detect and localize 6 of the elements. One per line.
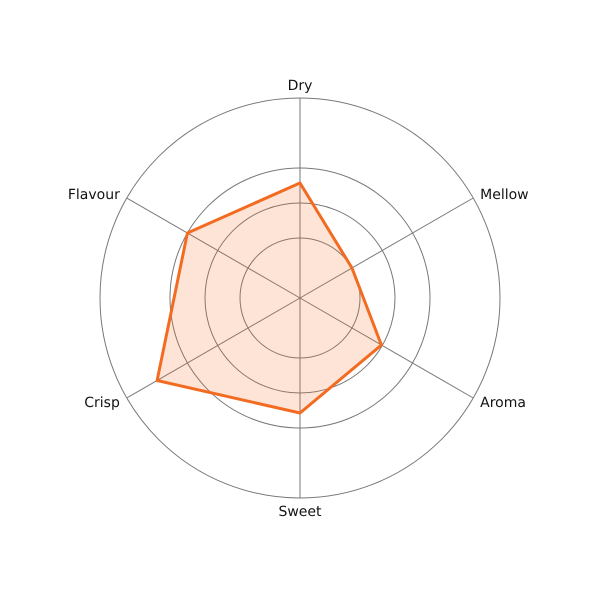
- spoke-label: Dry: [288, 78, 312, 94]
- spoke-label: Flavour: [68, 186, 120, 203]
- spoke-label: Aroma: [480, 394, 526, 411]
- spoke-label: Mellow: [480, 186, 529, 203]
- spoke-label: Sweet: [278, 504, 322, 520]
- spoke-label: Crisp: [84, 394, 120, 411]
